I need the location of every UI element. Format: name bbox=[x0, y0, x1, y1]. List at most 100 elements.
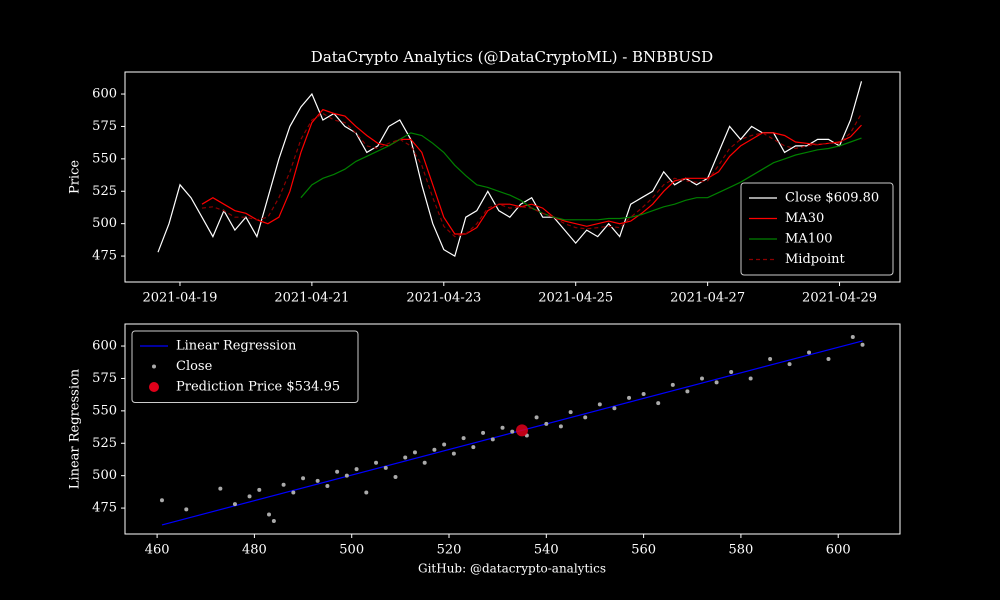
scatter-point bbox=[442, 442, 447, 447]
scatter-point bbox=[422, 460, 427, 465]
y-axis-label: Linear Regression bbox=[68, 368, 83, 489]
scatter-point bbox=[344, 473, 349, 478]
scatter-point bbox=[807, 350, 812, 355]
scatter-point bbox=[510, 429, 515, 434]
scatter-point bbox=[451, 451, 456, 456]
scatter-point bbox=[325, 484, 330, 489]
scatter-point bbox=[568, 410, 573, 415]
scatter-point bbox=[481, 430, 486, 435]
scatter-point bbox=[257, 487, 262, 492]
legend-swatch bbox=[152, 364, 156, 369]
scatter-point bbox=[826, 357, 831, 361]
scatter-point bbox=[232, 502, 237, 507]
scatter-point bbox=[534, 415, 539, 420]
legend-swatch bbox=[149, 382, 159, 392]
scatter-point bbox=[159, 498, 164, 503]
x-tick-label: 580 bbox=[728, 543, 753, 558]
series-line bbox=[300, 132, 862, 221]
y-tick-label: 525 bbox=[92, 436, 117, 451]
scatter-point bbox=[271, 519, 276, 524]
scatter-point bbox=[515, 424, 528, 437]
scatter-point bbox=[412, 450, 417, 455]
scatter-point bbox=[748, 376, 753, 381]
plot-frame bbox=[124, 71, 901, 283]
scatter-point bbox=[656, 401, 661, 406]
scatter-point bbox=[267, 512, 272, 517]
scatter-point bbox=[500, 425, 505, 430]
scatter-point bbox=[714, 380, 719, 385]
scatter-point bbox=[583, 415, 588, 420]
y-tick-label: 550 bbox=[92, 151, 117, 166]
scatter-point bbox=[461, 436, 466, 441]
scatter-point bbox=[627, 395, 632, 400]
scatter-point bbox=[247, 494, 252, 499]
scatter-point bbox=[558, 424, 563, 429]
scatter-point bbox=[768, 357, 773, 361]
scatter-point bbox=[787, 362, 792, 367]
x-tick-label: 520 bbox=[437, 543, 462, 558]
scatter-point bbox=[301, 476, 306, 481]
legend-label: Midpoint bbox=[785, 252, 845, 267]
y-tick-label: 475 bbox=[92, 249, 117, 264]
scatter-point bbox=[393, 474, 398, 479]
scatter-point bbox=[729, 369, 734, 374]
scatter-point bbox=[315, 478, 320, 483]
scatter-point bbox=[641, 392, 646, 396]
y-tick-label: 600 bbox=[92, 339, 117, 354]
scatter-point bbox=[612, 406, 617, 411]
scatter-point bbox=[218, 486, 223, 491]
y-tick-label: 575 bbox=[92, 371, 117, 386]
scatter-point bbox=[383, 465, 388, 470]
series-line bbox=[201, 108, 862, 235]
y-tick-label: 500 bbox=[92, 216, 117, 231]
series-line bbox=[157, 81, 863, 258]
scatter-point bbox=[850, 334, 855, 339]
scatter-point bbox=[335, 469, 340, 474]
x-tick-label: 600 bbox=[826, 543, 851, 558]
legend-box bbox=[740, 182, 894, 276]
legend-label: MA100 bbox=[785, 232, 833, 247]
legend-label: Prediction Price $534.95 bbox=[176, 380, 340, 395]
y-tick-label: 550 bbox=[92, 403, 117, 418]
scatter-point bbox=[544, 421, 549, 426]
chart-title: DataCrypto Analytics (@DataCryptoML) - B… bbox=[311, 48, 713, 66]
x-tick-label: 500 bbox=[339, 543, 364, 558]
scatter-point bbox=[490, 437, 495, 442]
scatter-point bbox=[281, 482, 286, 487]
x-tick-label: 2021-04-25 bbox=[538, 291, 613, 306]
scatter-point bbox=[685, 389, 690, 394]
y-tick-label: 525 bbox=[92, 184, 117, 199]
series-line bbox=[201, 112, 863, 238]
scatter-point bbox=[699, 376, 704, 381]
scatter-point bbox=[291, 490, 296, 495]
scatter-point bbox=[597, 402, 602, 407]
scatter-point bbox=[432, 447, 437, 452]
legend-label: Close $609.80 bbox=[785, 191, 879, 206]
y-tick-label: 600 bbox=[92, 87, 117, 102]
x-tick-label: 540 bbox=[534, 543, 559, 558]
x-tick-label: 560 bbox=[631, 543, 656, 558]
x-tick-label: 2021-04-23 bbox=[406, 291, 481, 306]
x-tick-label: 2021-04-19 bbox=[142, 291, 217, 306]
scatter-point bbox=[403, 455, 408, 460]
legend-label: MA30 bbox=[785, 211, 824, 226]
scatter-point bbox=[670, 382, 675, 387]
legend-label: Close bbox=[176, 359, 213, 374]
scatter-point bbox=[184, 507, 189, 512]
x-tick-label: 480 bbox=[242, 543, 267, 558]
plot-frame bbox=[124, 323, 901, 535]
scatter-point bbox=[364, 490, 369, 495]
y-tick-label: 475 bbox=[92, 501, 117, 516]
scatter-point bbox=[354, 467, 359, 472]
legend-label: Linear Regression bbox=[176, 339, 297, 354]
y-tick-label: 500 bbox=[92, 468, 117, 483]
x-tick-label: 2021-04-21 bbox=[274, 291, 349, 306]
scatter-point bbox=[471, 445, 476, 450]
x-tick-label: 2021-04-27 bbox=[670, 291, 745, 306]
y-axis-label: Price bbox=[68, 160, 83, 194]
footer: GitHub: @datacrypto-analytics bbox=[418, 562, 606, 576]
scatter-point bbox=[860, 342, 865, 347]
x-tick-label: 2021-04-29 bbox=[802, 291, 877, 306]
